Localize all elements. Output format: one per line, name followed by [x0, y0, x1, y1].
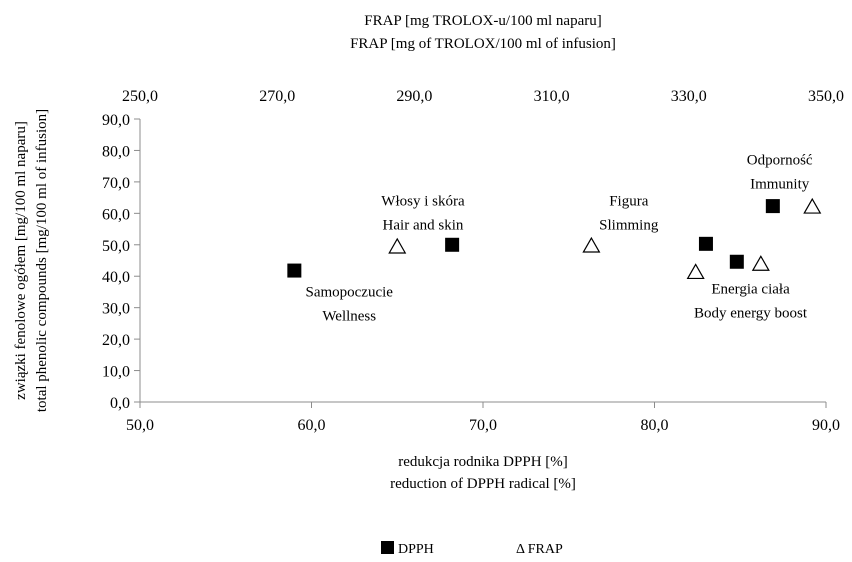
legend-dpph-marker [381, 541, 394, 554]
legend: DPPH Δ FRAP [381, 541, 563, 557]
y-tick-label: 90,0 [102, 112, 130, 129]
dpph-point [765, 199, 780, 214]
y-axis-label: total phenolic compounds [mg/100 ml of i… [34, 109, 50, 412]
frap-point [803, 197, 822, 214]
data-marks [287, 197, 822, 280]
x2-axis-label: FRAP [mg TROLOX-u/100 ml naparu] [364, 13, 602, 29]
annotations: Samopoczucie Wellness Włosy i skóra Hair an… [305, 153, 812, 325]
dpph-point [698, 236, 713, 251]
point-annotation: Hair and skin [383, 217, 464, 233]
dpph-point [287, 263, 302, 278]
x-tick-label: 50,0 [126, 417, 154, 434]
x-axis-label: redukcja rodnika DPPH [%] [398, 454, 568, 470]
x2-axis-label: FRAP [mg of TROLOX/100 ml of infusion] [350, 36, 616, 52]
x2-tick-label: 250,0 [122, 88, 158, 105]
y-tick-label: 0,0 [110, 395, 130, 412]
y-tick-label: 80,0 [102, 143, 130, 160]
x-tick-label: 90,0 [812, 417, 840, 434]
legend-dpph-label: DPPH [398, 542, 434, 557]
x2-tick-label: 290,0 [396, 88, 432, 105]
dpph-point [445, 237, 460, 252]
frap-point [388, 237, 407, 254]
x-axis-label: reduction of DPPH radical [%] [390, 476, 576, 492]
point-annotation: Samopoczucie [305, 285, 393, 301]
dpph-point [729, 254, 744, 269]
y-axis-label: związki fenolowe ogółem [mg/100 ml napar… [13, 121, 29, 400]
point-annotation: Włosy i skóra [381, 193, 465, 209]
y-tick-label: 60,0 [102, 206, 130, 223]
point-annotation: Odporność [747, 153, 813, 169]
y-tick-label: 70,0 [102, 175, 130, 192]
x2-tick-label: 350,0 [808, 88, 844, 105]
frap-point [751, 255, 770, 271]
frap-point [582, 236, 601, 253]
y-tick-label: 20,0 [102, 332, 130, 349]
frap-point [686, 263, 705, 280]
axis-labels: FRAP [mg TROLOX-u/100 ml naparu] FRAP [mg… [13, 13, 616, 492]
point-annotation: Immunity [750, 177, 810, 193]
tick-labels: 50,0 60,0 70,0 80,0 90,0 250,0 270,0 290,0 310,0… [102, 88, 844, 434]
y-tick-label: 40,0 [102, 269, 130, 286]
point-annotation: Energia ciała [711, 282, 790, 298]
x2-tick-label: 310,0 [534, 88, 570, 105]
point-annotation: Wellness [322, 309, 376, 325]
point-annotation: Figura [609, 193, 649, 209]
point-annotation: Slimming [599, 217, 659, 233]
x2-tick-label: 270,0 [259, 88, 295, 105]
x-tick-label: 60,0 [298, 417, 326, 434]
axes [134, 118, 827, 408]
x-tick-label: 80,0 [641, 417, 669, 434]
point-annotation: Body energy boost [694, 306, 808, 322]
y-tick-label: 10,0 [102, 364, 130, 381]
x2-tick-label: 330,0 [671, 88, 707, 105]
legend-frap-label: Δ FRAP [516, 542, 563, 557]
y-tick-label: 50,0 [102, 238, 130, 255]
y-tick-label: 30,0 [102, 301, 130, 318]
x-tick-label: 70,0 [469, 417, 497, 434]
